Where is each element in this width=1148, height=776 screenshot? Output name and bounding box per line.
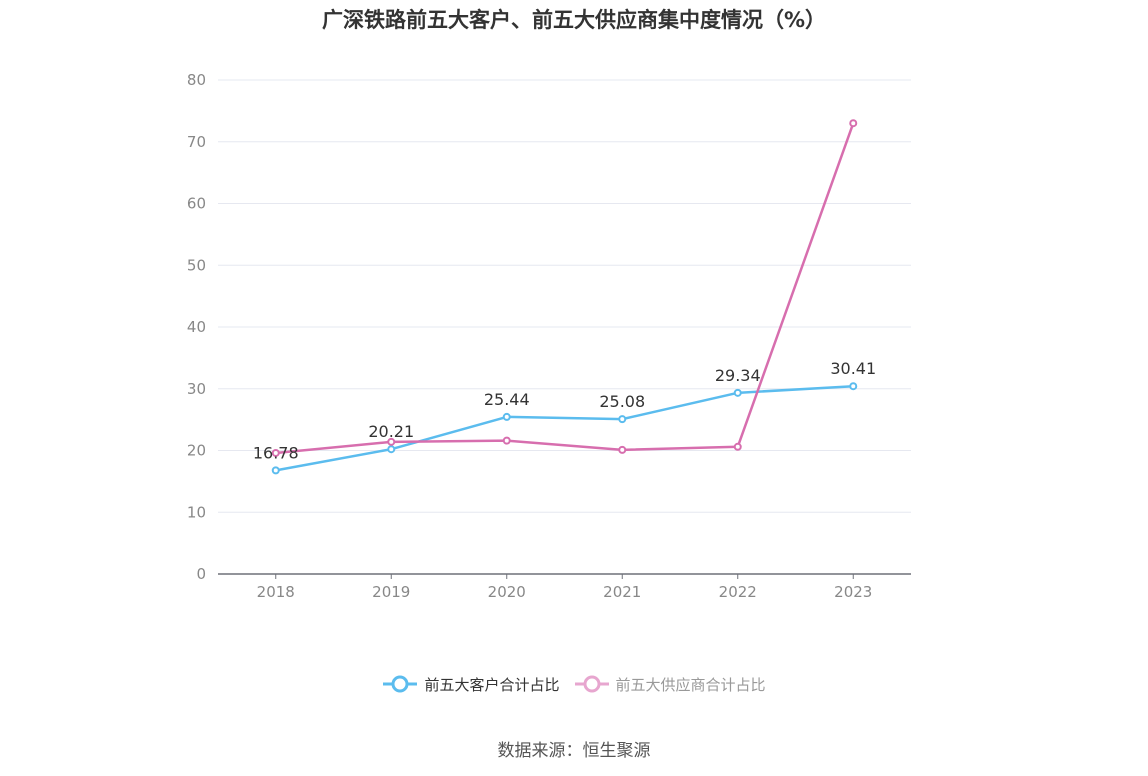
data-point-customer — [271, 466, 280, 475]
y-tick-label: 60 — [187, 195, 206, 213]
y-tick-label: 10 — [187, 503, 206, 521]
legend-swatch-customer-icon — [383, 675, 418, 693]
data-label-customer: 25.08 — [599, 392, 645, 411]
x-tick-label: 2020 — [488, 583, 526, 601]
data-point-supplier — [849, 119, 858, 128]
legend-label-supplier: 前五大供应商合计占比 — [615, 675, 766, 694]
y-tick-label: 0 — [196, 565, 206, 583]
x-tick-label: 2023 — [834, 583, 872, 601]
series-line-supplier — [275, 122, 855, 455]
data-label-customer: 29.34 — [715, 366, 761, 385]
legend-swatch-supplier-icon — [574, 675, 609, 693]
legend-label-customer: 前五大客户合计占比 — [424, 675, 560, 694]
x-tick-label: 2019 — [372, 583, 410, 601]
x-tick-label: 2022 — [719, 583, 757, 601]
data-label-customer: 16.78 — [253, 443, 299, 462]
data-point-customer — [733, 388, 742, 397]
legend: 前五大客户合计占比 前五大供应商合计占比 — [0, 672, 1148, 696]
legend-item-customer[interactable]: 前五大客户合计占比 — [382, 672, 560, 696]
y-tick-label: 80 — [187, 71, 206, 89]
y-tick-label: 50 — [187, 256, 206, 274]
data-label-customer: 30.41 — [830, 359, 876, 378]
x-tick-label: 2021 — [603, 583, 641, 601]
chart-title: 广深铁路前五大客户、前五大供应商集中度情况（%） — [321, 8, 827, 32]
data-point-customer — [618, 415, 627, 424]
data-point-supplier — [733, 442, 742, 451]
data-point-supplier — [618, 445, 627, 454]
data-point-supplier — [271, 448, 280, 457]
y-tick-label: 40 — [187, 318, 206, 336]
data-point-customer — [849, 382, 858, 391]
line-chart: 0 10 20 30 40 50 60 70 80 2018 2019 2020 2021 2022 202… — [187, 71, 911, 601]
data-point-supplier — [502, 436, 511, 445]
data-point-customer — [502, 412, 511, 421]
x-tick-label: 2018 — [257, 583, 295, 601]
legend-item-supplier[interactable]: 前五大供应商合计占比 — [574, 672, 766, 696]
data-point-customer — [387, 445, 396, 454]
y-tick-label: 70 — [187, 133, 206, 151]
series-line-customer — [275, 384, 854, 472]
y-tick-label: 20 — [187, 442, 206, 460]
data-point-supplier — [387, 437, 396, 446]
data-source: 数据来源：恒生聚源 — [497, 741, 651, 761]
data-label-customer: 25.44 — [484, 390, 530, 409]
data-label-customer: 20.21 — [368, 422, 414, 441]
y-tick-label: 30 — [187, 380, 206, 398]
